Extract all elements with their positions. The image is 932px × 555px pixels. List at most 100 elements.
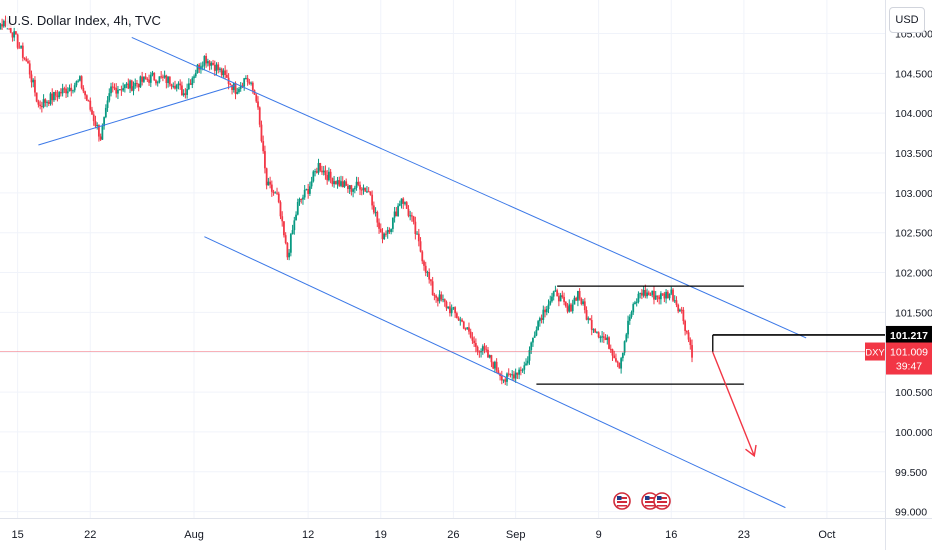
candle-body	[310, 181, 313, 187]
candle-body	[260, 124, 263, 142]
candle-body	[155, 80, 157, 84]
candle-body	[193, 76, 195, 79]
projection-arrow-head	[745, 444, 757, 458]
candle-body	[383, 233, 386, 240]
candle-body	[653, 290, 655, 300]
candle-body	[464, 328, 467, 330]
candle-body	[371, 194, 374, 206]
candle-body	[18, 47, 21, 49]
candle-body	[236, 92, 239, 94]
candle-body	[85, 95, 88, 101]
candle-body	[21, 45, 24, 58]
candle-body	[644, 289, 647, 297]
candle-body	[187, 83, 190, 90]
candle-body	[684, 321, 687, 331]
candle-body	[391, 217, 394, 229]
candle-body	[125, 83, 128, 85]
candle-body	[267, 181, 270, 186]
candle-body	[502, 379, 505, 381]
candle-body	[492, 362, 495, 369]
us-flag-icon[interactable]	[613, 492, 631, 510]
candle-body	[411, 215, 413, 217]
candle-body	[134, 82, 137, 87]
candle-body	[255, 94, 258, 102]
candle-body	[35, 92, 38, 102]
y-tick-label: 102.000	[895, 268, 932, 280]
candle-body	[468, 327, 470, 332]
candle-body	[449, 306, 451, 314]
candle-body	[535, 329, 538, 336]
candle-body	[232, 83, 235, 90]
candle-body	[265, 168, 268, 186]
candle-body	[585, 309, 588, 320]
candle-body	[122, 88, 125, 91]
candle-body	[329, 171, 332, 178]
x-tick-label: 22	[84, 529, 96, 541]
candle-body	[398, 203, 401, 206]
us-flag-icon[interactable]	[653, 492, 671, 510]
candle-body	[639, 292, 642, 294]
candle-body	[532, 337, 534, 343]
candle-body	[84, 91, 86, 96]
candle-body	[537, 321, 540, 330]
candle-body	[606, 337, 609, 340]
candle-body	[621, 352, 624, 359]
candle-body	[668, 293, 671, 299]
candle-body	[99, 136, 102, 140]
candle-body	[430, 279, 432, 282]
candle-body	[457, 318, 460, 321]
candle-body	[473, 340, 476, 344]
candle-body	[405, 202, 408, 209]
candle-body	[334, 181, 337, 185]
candle-body	[338, 180, 341, 186]
candle-body	[563, 296, 565, 302]
candle-body	[360, 189, 363, 191]
candle-body	[461, 319, 463, 322]
candle-body	[367, 191, 370, 193]
candle-body	[302, 197, 304, 200]
candle-body	[687, 332, 690, 340]
candle-body	[248, 81, 251, 84]
candle-body	[666, 291, 669, 299]
x-tick-label: 9	[596, 529, 602, 541]
candle-body	[163, 75, 166, 78]
candle-body	[340, 181, 342, 186]
candle-body	[284, 235, 287, 243]
currency-button[interactable]: USD	[889, 7, 925, 33]
candle-body	[485, 349, 488, 351]
candle-body	[466, 327, 469, 329]
candle-body	[424, 265, 427, 273]
candle-body	[540, 318, 543, 320]
candle-body	[577, 291, 579, 301]
candle-body	[277, 193, 280, 203]
y-tick-label: 104.000	[895, 108, 932, 120]
candle-body	[570, 304, 572, 312]
candle-body	[73, 85, 76, 91]
candle-body	[602, 336, 605, 338]
candle-body	[347, 185, 349, 190]
candle-body	[23, 57, 26, 59]
candle-body	[87, 100, 90, 102]
candle-body	[222, 70, 225, 76]
candle-body	[428, 272, 431, 280]
candle-body	[106, 100, 109, 108]
candle-body	[552, 291, 555, 297]
candle-body	[618, 362, 621, 369]
candle-body	[513, 374, 515, 379]
y-tick-label: 100.000	[895, 427, 932, 439]
candle-body	[49, 93, 52, 104]
candle-body	[153, 72, 156, 81]
candle-body	[471, 337, 474, 341]
candle-body	[523, 365, 526, 370]
candle-body	[298, 199, 301, 203]
candle-body	[675, 300, 678, 305]
candle-body	[353, 187, 356, 190]
candle-body	[79, 76, 81, 81]
candle-body	[388, 229, 391, 232]
candle-body	[288, 252, 291, 258]
candle-body	[661, 293, 664, 295]
candle-body	[206, 61, 209, 64]
candle-body	[488, 355, 491, 358]
